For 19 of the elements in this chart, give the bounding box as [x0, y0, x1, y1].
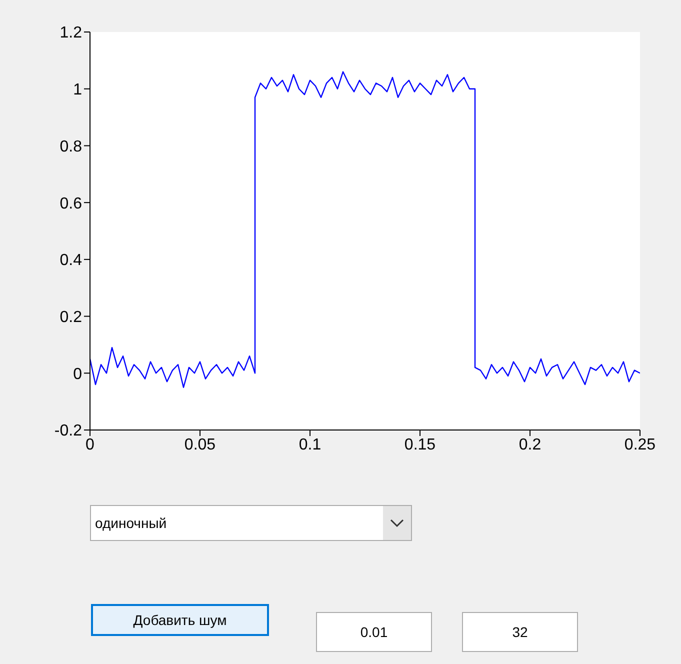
- y-tick-label: -0.2: [54, 422, 82, 440]
- x-tick-label: 0.25: [624, 436, 656, 454]
- x-tick-label: 0.15: [404, 436, 436, 454]
- y-tick-label: 0: [73, 366, 82, 383]
- text-field: 0.01: [316, 612, 432, 652]
- y-tick-label: 1: [73, 82, 82, 99]
- x-tick-label: 0: [86, 436, 95, 454]
- text-field: 32: [462, 612, 578, 652]
- x-tick-label: 0.05: [184, 436, 216, 454]
- x-tick-label: 0.2: [518, 436, 542, 454]
- y-tick-label: 0.6: [60, 195, 82, 212]
- y-tick-label: 0.2: [60, 308, 82, 326]
- dropdown-field: одиночный: [90, 505, 412, 541]
- y-tick-label: 1.2: [60, 24, 82, 42]
- y-tick-label: 0.4: [60, 252, 82, 270]
- x-tick-label: 0.1: [298, 436, 322, 454]
- y-tick-label: 0.8: [60, 138, 82, 156]
- button: Добавить шум: [91, 604, 269, 636]
- line-series: [90, 71, 640, 388]
